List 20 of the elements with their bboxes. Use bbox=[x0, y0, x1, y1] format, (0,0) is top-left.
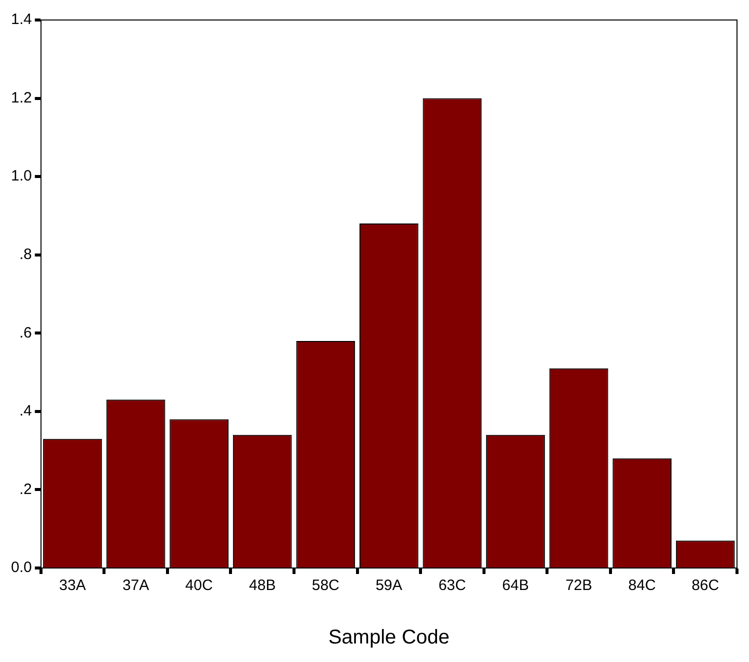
x-tick-label: 37A bbox=[122, 577, 150, 594]
x-tick-label: 48B bbox=[249, 577, 276, 594]
y-tick-label: .2 bbox=[19, 480, 32, 498]
x-tick-label: 86C bbox=[692, 577, 720, 594]
x-axis-title: Sample Code bbox=[328, 626, 450, 649]
y-tick-label: 0.0 bbox=[10, 559, 32, 576]
x-tick-label: 64B bbox=[502, 577, 529, 594]
y-tick-label: 1.0 bbox=[10, 168, 32, 185]
y-tick-label: .4 bbox=[19, 402, 32, 420]
y-tick-label: 1.2 bbox=[10, 89, 32, 106]
x-tick-label: 72B bbox=[565, 577, 592, 594]
x-tick-label: 63C bbox=[438, 577, 466, 594]
x-tick-label: 58C bbox=[312, 577, 340, 594]
x-tick-label: 84C bbox=[628, 577, 656, 594]
x-tick-label: 40C bbox=[185, 577, 213, 594]
x-tick-label: 33A bbox=[59, 577, 86, 594]
y-tick-label: .8 bbox=[19, 246, 32, 263]
y-tick-label: 1.4 bbox=[10, 11, 32, 28]
x-tick-label: 59A bbox=[376, 577, 402, 594]
y-tick-label: .6 bbox=[19, 324, 32, 342]
